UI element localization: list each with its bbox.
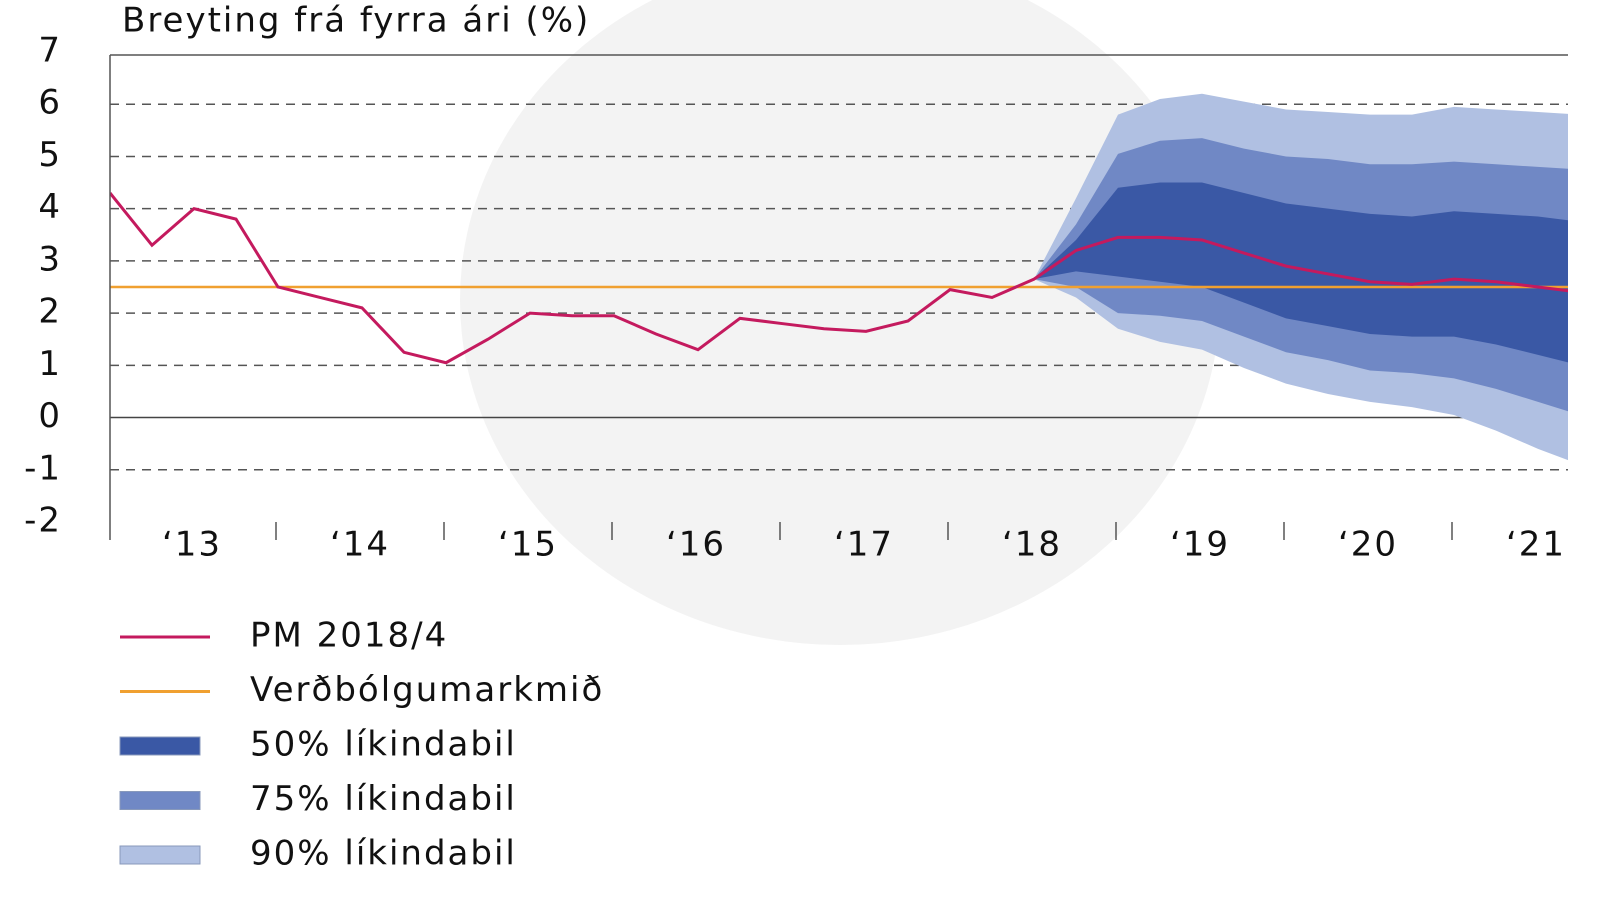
y-tick-label: -1	[24, 448, 62, 488]
legend-swatch	[119, 736, 201, 756]
y-tick-label: 4	[38, 187, 62, 227]
y-tick-label: 1	[38, 344, 62, 384]
y-tick-label: 2	[38, 292, 62, 332]
series-line	[110, 192, 1568, 365]
x-tick-label: ‘17	[834, 525, 894, 565]
x-tick-label: ‘19	[1170, 525, 1230, 565]
y-tick-label: 7	[38, 31, 62, 71]
legend-label: 90% líkindabil	[250, 834, 517, 874]
y-tick-label: 5	[38, 135, 62, 175]
legend-label: 50% líkindabil	[250, 725, 517, 765]
x-tick-label: ‘18	[1002, 525, 1062, 565]
watermark	[460, 0, 1220, 645]
plot-area	[110, 93, 1568, 471]
legend-label: 75% líkindabil	[250, 779, 517, 819]
y-tick-label: 3	[38, 239, 62, 279]
y-tick-label: 0	[38, 396, 62, 436]
x-tick-label: ‘16	[666, 525, 726, 565]
y-tick-label: 6	[38, 83, 62, 123]
x-tick-label: ‘15	[498, 525, 558, 565]
legend-label: PM 2018/4	[250, 616, 448, 656]
x-tick-label: ‘21	[1506, 525, 1566, 565]
x-tick-label: ‘14	[330, 525, 390, 565]
legend-label: Verðbólgumarkmið	[250, 670, 604, 710]
y-tick-label: -2	[24, 501, 62, 541]
chart-title: Breyting frá fyrra ári (%)	[122, 1, 590, 41]
legend-swatch	[119, 791, 201, 810]
x-tick-label: ‘20	[1338, 525, 1398, 565]
legend-swatch	[119, 845, 201, 865]
x-tick-label: ‘13	[162, 525, 222, 565]
fan-band	[1034, 182, 1568, 363]
